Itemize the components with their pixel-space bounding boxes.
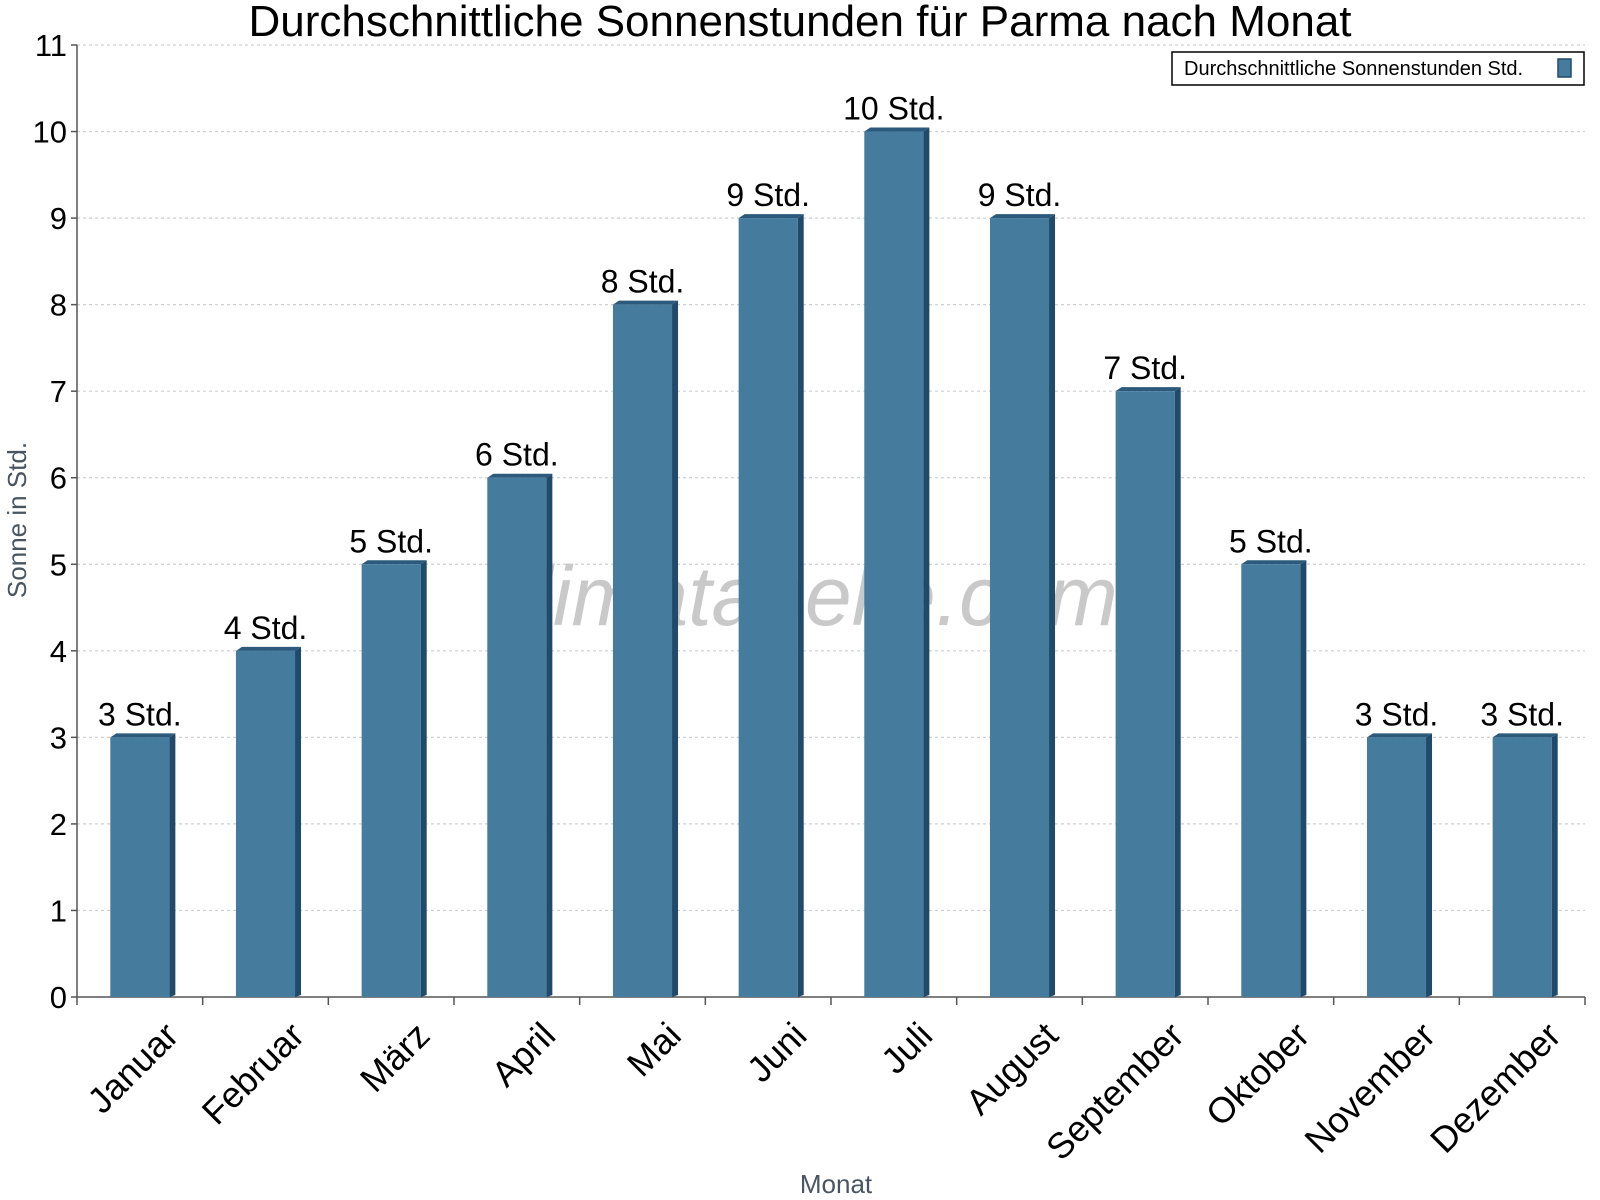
y-tick-label: 5 (50, 547, 67, 582)
data-label: 10 Std. (843, 91, 944, 127)
axes (71, 44, 1586, 1005)
bar (110, 737, 170, 997)
bar-top (864, 127, 930, 132)
bar-side (295, 646, 302, 997)
bar-side (1426, 733, 1433, 997)
y-tick-label: 9 (50, 201, 67, 236)
x-tick-label: November (1296, 1014, 1442, 1160)
data-label: 3 Std. (1355, 696, 1439, 732)
x-axis-label: Monat (800, 1169, 873, 1199)
data-label: 3 Std. (98, 696, 182, 732)
bar-side (797, 214, 804, 997)
bar-top (1115, 387, 1181, 392)
bar-top (110, 733, 176, 738)
y-tick-label: 3 (50, 720, 67, 755)
bar (1366, 737, 1427, 997)
x-tick-label: September (1038, 1014, 1192, 1168)
bar-group (864, 127, 930, 997)
bar-side (420, 560, 427, 997)
bar (989, 218, 1050, 997)
bar-side (1049, 214, 1056, 997)
legend-label: Durchschnittliche Sonnenstunden Std. (1184, 58, 1523, 80)
x-tick-label: April (483, 1014, 563, 1094)
data-label: 8 Std. (601, 264, 685, 300)
y-tick-label: 11 (35, 28, 67, 63)
bar-top (1241, 560, 1307, 565)
data-label: 5 Std. (349, 523, 433, 559)
x-tick-label: August (958, 1014, 1066, 1122)
y-tick-label: 0 (50, 980, 67, 1015)
x-tick-label: Juli (873, 1014, 940, 1081)
data-label: 7 Std. (1103, 350, 1187, 386)
x-tick-label: Januar (79, 1014, 186, 1121)
x-tick-label: Juni (739, 1014, 815, 1090)
y-tick-label: 6 (50, 461, 67, 496)
chart-title: Durchschnittliche Sonnenstunden für Parm… (248, 0, 1351, 46)
x-tick-label: Februar (194, 1014, 312, 1132)
bar (612, 304, 673, 997)
bar (1115, 391, 1175, 997)
data-label: 4 Std. (224, 610, 308, 646)
x-tick-labels: Januar Februar März April Mai Juni Juli AugustS… (79, 1014, 1568, 1168)
data-label: 5 Std. (1229, 523, 1313, 559)
x-tick-label: Mai (619, 1014, 689, 1084)
bar-top (612, 300, 679, 305)
bar (487, 477, 547, 997)
bar (738, 218, 798, 997)
bar-group (1492, 733, 1558, 997)
bar (1241, 564, 1301, 997)
bar-group (110, 733, 176, 997)
bar (361, 564, 421, 997)
bar-top (1366, 733, 1433, 738)
legend-box (1171, 51, 1585, 86)
bar-group (235, 646, 302, 997)
y-axis-label: Sonne in Std. (2, 442, 32, 598)
bar-group (738, 214, 804, 997)
data-labels: 3 Std. 4 Std. 5 Std. 6 Std. 8 Std. 9 Std. 10 S… (98, 91, 1564, 733)
bar-group (1115, 387, 1181, 997)
data-label: 9 Std. (726, 177, 810, 213)
legend: Durchschnittliche Sonnenstunden Std. (1171, 51, 1585, 86)
bar-top (235, 646, 302, 651)
grid-lines (77, 44, 1585, 912)
bar-top (1492, 733, 1558, 738)
x-tick-label: Dezember (1422, 1014, 1568, 1160)
bar (864, 131, 924, 997)
y-tick-label: 8 (50, 288, 67, 323)
bar-top (738, 214, 804, 219)
bar-group (612, 300, 679, 997)
bar-group (1241, 560, 1307, 997)
bar-group (989, 214, 1056, 997)
bar-side (1551, 733, 1558, 997)
data-label: 9 Std. (978, 177, 1062, 213)
legend-swatch (1557, 58, 1572, 78)
y-tick-label: 2 (50, 807, 67, 842)
bar-side (923, 127, 930, 997)
data-label: 3 Std. (1480, 696, 1564, 732)
bar-group (361, 560, 427, 997)
bar-top (361, 560, 427, 565)
bar-top (487, 473, 553, 478)
x-tick-label: Oktober (1198, 1014, 1318, 1134)
y-tick-label: 4 (50, 634, 67, 669)
bar (235, 650, 296, 997)
bar-side (1300, 560, 1307, 997)
bars (110, 127, 1558, 997)
bar-top (989, 214, 1056, 219)
data-label: 6 Std. (475, 437, 559, 473)
bar (1492, 737, 1552, 997)
bar-side (169, 733, 176, 997)
y-tick-label: 1 (50, 893, 67, 928)
y-tick-label: 7 (50, 374, 67, 409)
bar-side (546, 473, 553, 997)
y-tick-labels: 0 1 2 3 4 5 6 7 8 9 10 11 (33, 28, 67, 1015)
bar-side (672, 300, 679, 997)
bar-side (1174, 387, 1181, 997)
bar-group (1366, 733, 1433, 997)
bar-group (487, 473, 553, 997)
y-tick-label: 10 (33, 115, 67, 150)
x-tick-label: März (352, 1014, 438, 1100)
